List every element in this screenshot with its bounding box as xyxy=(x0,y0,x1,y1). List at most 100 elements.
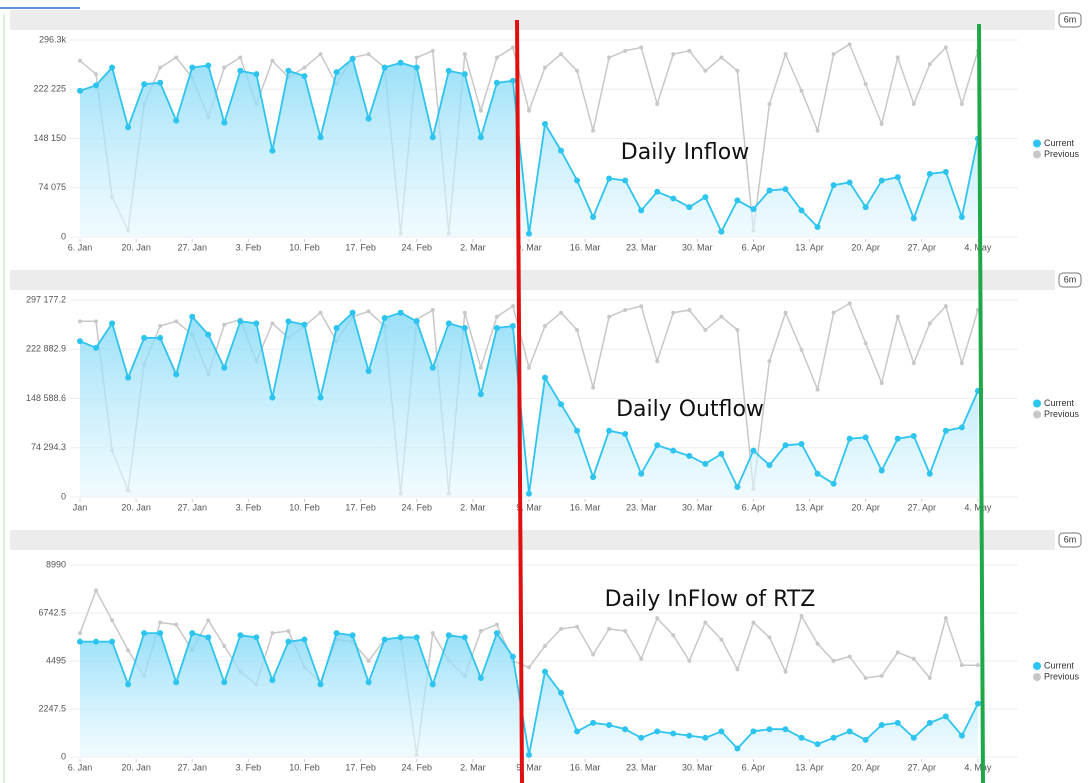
point xyxy=(461,324,468,331)
point xyxy=(158,620,163,625)
point xyxy=(783,52,788,57)
point xyxy=(830,480,837,487)
point xyxy=(222,322,227,327)
point xyxy=(575,68,580,73)
point xyxy=(477,134,484,141)
point xyxy=(78,631,82,636)
legend-marker xyxy=(1033,662,1041,670)
point xyxy=(638,207,645,214)
point xyxy=(799,347,804,352)
point xyxy=(926,719,933,726)
point xyxy=(782,726,789,733)
point xyxy=(510,304,515,309)
point xyxy=(783,310,788,315)
y-tick-label: 297 177.2 xyxy=(26,294,66,304)
point xyxy=(974,700,981,707)
point xyxy=(894,174,901,181)
y-tick-label: 0 xyxy=(61,231,66,241)
point xyxy=(317,134,324,141)
point xyxy=(911,102,916,107)
point xyxy=(719,55,724,60)
chart-title: Daily Outflow xyxy=(616,397,764,422)
point xyxy=(606,427,613,434)
point xyxy=(301,321,308,328)
point xyxy=(285,67,292,74)
point xyxy=(285,638,292,645)
point xyxy=(622,431,629,438)
point xyxy=(541,374,548,381)
point xyxy=(253,320,260,327)
point xyxy=(655,359,660,364)
x-tick-label: 16. Mar xyxy=(570,242,601,252)
y-tick-label: 222 225 xyxy=(33,84,66,94)
point xyxy=(606,175,613,182)
point xyxy=(687,658,692,663)
point xyxy=(157,334,164,341)
point xyxy=(478,108,483,113)
point xyxy=(766,187,773,194)
point xyxy=(910,215,917,222)
point xyxy=(189,630,196,637)
point xyxy=(767,359,772,364)
point xyxy=(365,679,372,686)
point xyxy=(590,719,597,726)
point xyxy=(942,168,949,175)
point xyxy=(799,88,804,93)
point xyxy=(109,64,116,71)
x-tick-label: 3. Feb xyxy=(236,762,262,772)
point xyxy=(526,365,531,370)
point xyxy=(575,327,580,332)
point xyxy=(525,751,532,758)
point xyxy=(895,650,900,655)
point xyxy=(462,52,467,57)
x-tick-label: 10. Feb xyxy=(289,762,320,772)
point xyxy=(509,653,516,660)
x-tick-label: 6. Apr xyxy=(742,762,766,772)
point xyxy=(654,442,661,449)
x-tick-label: 6. Jan xyxy=(68,762,93,772)
point xyxy=(430,308,435,313)
green-marker-line xyxy=(977,23,985,783)
point xyxy=(671,633,676,638)
point xyxy=(734,484,741,491)
x-tick-label: 13. Apr xyxy=(795,762,824,772)
x-tick-label: 24. Feb xyxy=(401,502,432,512)
point xyxy=(494,314,499,319)
point xyxy=(93,638,100,645)
point xyxy=(846,179,853,186)
point xyxy=(847,42,852,47)
chart-header xyxy=(10,270,1055,290)
point xyxy=(702,194,709,201)
x-tick-label: 6. Apr xyxy=(742,242,766,252)
point xyxy=(831,52,836,57)
point xyxy=(862,434,869,441)
point xyxy=(301,636,308,643)
point xyxy=(477,674,484,681)
y-tick-label: 6742.5 xyxy=(38,607,66,617)
point xyxy=(894,719,901,726)
point xyxy=(77,338,83,345)
point xyxy=(606,721,613,728)
point xyxy=(639,656,644,661)
point xyxy=(430,48,435,53)
point xyxy=(574,427,581,434)
point xyxy=(639,304,644,309)
point xyxy=(366,52,371,57)
point xyxy=(591,128,596,133)
point xyxy=(365,368,372,375)
point xyxy=(366,658,371,663)
range-badge xyxy=(1058,532,1082,548)
point xyxy=(78,319,82,324)
point xyxy=(750,447,757,454)
point xyxy=(719,637,724,642)
point xyxy=(526,665,531,670)
point xyxy=(750,206,757,213)
legend-marker xyxy=(1033,150,1041,159)
point xyxy=(110,618,115,623)
chart-header xyxy=(10,530,1055,550)
point xyxy=(814,224,821,231)
point xyxy=(109,320,116,327)
y-tick-label: 148 588.6 xyxy=(26,393,66,403)
x-tick-label: 2. Mar xyxy=(460,502,486,512)
point xyxy=(493,79,500,86)
